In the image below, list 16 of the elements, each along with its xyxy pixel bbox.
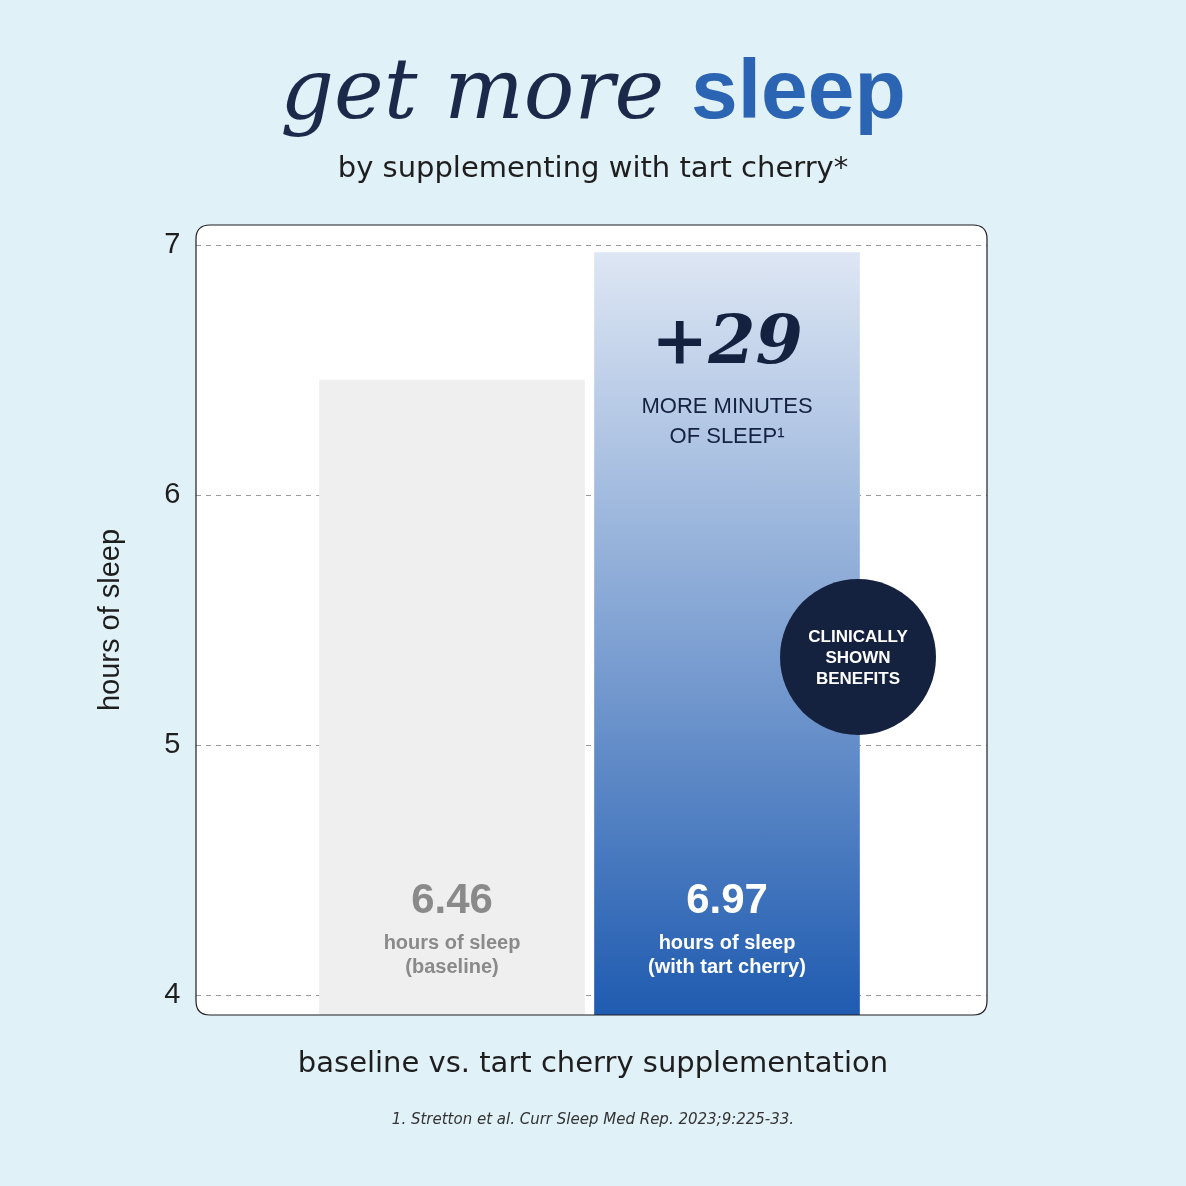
y-tick-label: 5 xyxy=(164,727,181,759)
x-tick-label: hours of sleep (baseline) xyxy=(383,931,521,977)
chart-subtitle: by supplementing with tart cherry* xyxy=(336,150,850,184)
y-tick-label: 7 xyxy=(164,227,181,259)
y-axis-title: hours of sleep xyxy=(93,528,126,712)
y-tick-label: 6 xyxy=(164,477,181,509)
x-axis-title: baseline vs. tart cherry supplementation xyxy=(296,1045,890,1079)
chart-title: get more sleep xyxy=(280,40,906,138)
data-label: 6.97 xyxy=(686,875,768,922)
annotation: MORE MINUTES OF SLEEP¹ xyxy=(641,392,813,448)
x-tick-label: hours of sleep (with tart cherry) xyxy=(648,931,806,977)
text: 1. Stretton et al. Curr Sleep Med Rep. 2023;9:225-33. xyxy=(390,1110,796,1128)
y-tick-label: 4 xyxy=(164,977,181,1009)
annotation: +29 xyxy=(651,298,803,379)
data-label: 6.46 xyxy=(411,875,493,922)
annotation: CLINICALLY SHOWN BENEFITS xyxy=(807,625,909,689)
